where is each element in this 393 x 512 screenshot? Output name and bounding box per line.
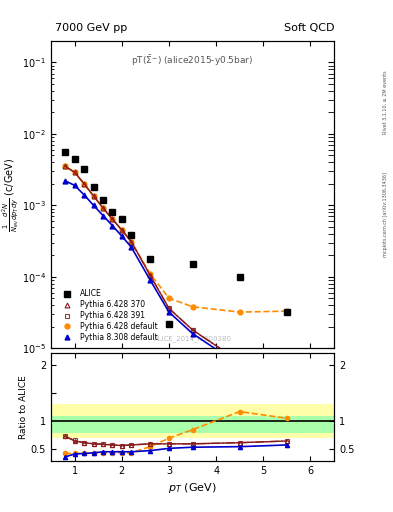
Bar <box>51 416 334 433</box>
Pythia 6.428 370 <box>72 169 77 175</box>
Y-axis label: Ratio to ALICE: Ratio to ALICE <box>19 375 28 439</box>
Legend: ALICE, Pythia 6.428 370, Pythia 6.428 391, Pythia 6.428 default, Pythia 8.308 de: ALICE, Pythia 6.428 370, Pythia 6.428 39… <box>55 287 160 345</box>
Line: ALICE: ALICE <box>62 150 290 327</box>
Pythia 6.428 391 <box>167 305 171 311</box>
Pythia 8.308 default <box>119 233 124 239</box>
Line: Pythia 6.428 370: Pythia 6.428 370 <box>63 164 289 397</box>
Pythia 6.428 391 <box>190 327 195 333</box>
Pythia 6.428 391 <box>72 169 77 175</box>
Pythia 6.428 default <box>285 308 289 314</box>
Pythia 6.428 370 <box>129 239 134 245</box>
ALICE <box>119 216 124 222</box>
Pythia 6.428 370 <box>82 181 86 187</box>
ALICE <box>82 166 86 173</box>
Pythia 6.428 391 <box>119 227 124 233</box>
ALICE <box>63 150 68 156</box>
Pythia 8.308 default <box>110 223 115 229</box>
Text: Soft QCD: Soft QCD <box>284 23 334 33</box>
Pythia 6.428 391 <box>63 163 68 169</box>
Pythia 6.428 default <box>101 205 105 211</box>
ALICE <box>148 255 152 262</box>
Pythia 6.428 370 <box>63 163 68 169</box>
Pythia 6.428 391 <box>129 239 134 245</box>
Pythia 8.308 default <box>129 244 134 250</box>
Pythia 6.428 370 <box>148 272 152 279</box>
Pythia 8.308 default <box>63 178 68 184</box>
Text: ALICE_2014_I1300380: ALICE_2014_I1300380 <box>154 335 231 342</box>
Pythia 8.308 default <box>190 331 195 337</box>
Line: Pythia 6.428 default: Pythia 6.428 default <box>63 164 289 314</box>
Text: Rivet 3.1.10, ≥ 2M events: Rivet 3.1.10, ≥ 2M events <box>383 71 387 134</box>
Pythia 6.428 391 <box>101 205 105 211</box>
Text: 7000 GeV pp: 7000 GeV pp <box>55 23 127 33</box>
ALICE <box>237 273 242 280</box>
ALICE <box>190 261 195 267</box>
Pythia 8.308 default <box>101 212 105 219</box>
Text: pT($\bar{\Sigma}^{-}$) (alice2015-y0.5bar): pT($\bar{\Sigma}^{-}$) (alice2015-y0.5ba… <box>131 53 254 68</box>
Pythia 6.428 391 <box>148 272 152 279</box>
Line: Pythia 6.428 391: Pythia 6.428 391 <box>63 164 289 397</box>
Pythia 6.428 default <box>237 309 242 315</box>
Pythia 6.428 default <box>129 239 134 245</box>
Pythia 6.428 default <box>82 181 86 187</box>
Line: Pythia 8.308 default: Pythia 8.308 default <box>63 178 289 400</box>
Pythia 6.428 370 <box>167 305 171 311</box>
ALICE <box>167 321 171 327</box>
Pythia 8.308 default <box>167 309 171 315</box>
ALICE <box>129 231 134 238</box>
Pythia 6.428 default <box>167 295 171 301</box>
Y-axis label: $\frac{1}{N_{ev}}\frac{d^2N}{dp_Tdy}$ (c/GeV): $\frac{1}{N_{ev}}\frac{d^2N}{dp_Tdy}$ (c… <box>0 157 21 232</box>
ALICE <box>110 209 115 216</box>
ALICE <box>72 156 77 162</box>
Pythia 6.428 370 <box>91 193 96 199</box>
Pythia 6.428 default <box>148 271 152 277</box>
Pythia 6.428 default <box>63 163 68 169</box>
Text: mcplots.cern.ch [arXiv:1306.3436]: mcplots.cern.ch [arXiv:1306.3436] <box>383 173 387 258</box>
Pythia 6.428 370 <box>101 205 105 211</box>
Pythia 6.428 default <box>110 216 115 222</box>
Pythia 6.428 391 <box>237 358 242 365</box>
ALICE <box>285 309 289 315</box>
ALICE <box>101 197 105 203</box>
Pythia 8.308 default <box>148 277 152 283</box>
Pythia 6.428 391 <box>110 216 115 222</box>
Pythia 8.308 default <box>237 362 242 368</box>
Pythia 6.428 default <box>72 169 77 175</box>
X-axis label: $p_T$ (GeV): $p_T$ (GeV) <box>168 481 217 495</box>
Pythia 8.308 default <box>285 395 289 401</box>
Pythia 6.428 default <box>190 304 195 310</box>
Pythia 6.428 370 <box>285 392 289 398</box>
Pythia 6.428 391 <box>285 392 289 398</box>
Pythia 8.308 default <box>91 202 96 208</box>
Pythia 6.428 370 <box>119 227 124 233</box>
Pythia 6.428 370 <box>237 358 242 365</box>
ALICE <box>91 184 96 190</box>
Pythia 6.428 370 <box>110 216 115 222</box>
Bar <box>51 404 334 438</box>
Pythia 6.428 default <box>119 227 124 233</box>
Pythia 6.428 391 <box>82 181 86 187</box>
Pythia 6.428 391 <box>91 193 96 199</box>
Pythia 8.308 default <box>82 192 86 198</box>
Pythia 6.428 default <box>91 193 96 199</box>
Pythia 8.308 default <box>72 182 77 188</box>
Pythia 6.428 370 <box>190 327 195 333</box>
